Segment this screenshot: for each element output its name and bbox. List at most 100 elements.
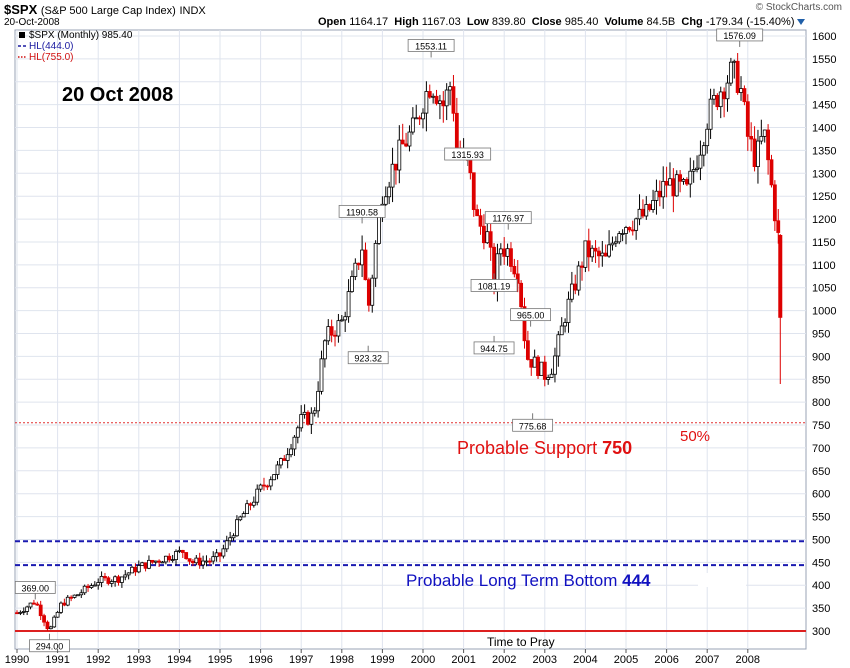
candle (553, 347, 557, 383)
candle-body-up (407, 131, 412, 147)
candle (590, 245, 595, 262)
candle-body-up (725, 82, 730, 100)
x-tick-label: 2008 (736, 654, 760, 666)
candle (119, 576, 124, 588)
y-tick-label: 1100 (812, 260, 836, 272)
candle-body-up (421, 112, 425, 120)
candle-body-down (515, 273, 520, 284)
y-tick-label: 650 (812, 466, 830, 478)
callout-label: 1081.19 (478, 281, 511, 291)
candle-body-up (668, 178, 672, 186)
high-label: High (394, 16, 419, 28)
candle (160, 560, 165, 564)
candle-body-up (309, 412, 314, 425)
candle-body-up (637, 208, 642, 220)
candle (370, 274, 375, 313)
candle-body-up (52, 616, 57, 628)
callout-label: 775.68 (519, 421, 547, 431)
callout-box (338, 204, 386, 218)
callout-label: 1576.09 (723, 31, 756, 41)
dropdown-arrow-icon[interactable] (797, 19, 805, 25)
callout-label: 1190.58 (346, 207, 378, 217)
candle-body-down (116, 576, 121, 583)
candle-body-down (580, 265, 584, 268)
candle-body-up (126, 572, 131, 576)
candle-body-down (434, 95, 439, 104)
candle-body-down (735, 60, 740, 93)
candle-body-down (42, 615, 46, 623)
candle-body-down (671, 178, 676, 197)
candle-body-up (258, 484, 263, 490)
candle (569, 271, 574, 303)
candle (336, 313, 341, 343)
candle (38, 600, 43, 620)
candle-body-up (28, 602, 33, 608)
candle (678, 170, 683, 193)
candle-body-down (529, 359, 534, 368)
candle-body-down (197, 557, 202, 566)
candle-body-down (742, 88, 747, 103)
candle-body-up (326, 326, 331, 342)
candle (299, 405, 304, 432)
candle-body-up (343, 316, 348, 321)
x-tick-label: 2000 (411, 654, 435, 666)
candle (512, 258, 517, 278)
candle-body-up (59, 602, 63, 613)
candle-body-up (705, 128, 710, 147)
callout-box (407, 39, 455, 52)
x-tick-label: 1999 (370, 654, 394, 666)
candle-body-down (519, 282, 524, 308)
pray-annotation: Time to Pray (487, 635, 555, 649)
x-tick-label: 1993 (127, 654, 151, 666)
candle (546, 374, 551, 385)
candle (306, 410, 310, 426)
candle-body-up (438, 100, 442, 104)
candle-body-up (431, 95, 436, 98)
candle-body-up (299, 414, 304, 429)
x-tick-label: 2002 (492, 654, 516, 666)
candle-body-up (661, 180, 666, 198)
candle-body-up (130, 566, 134, 574)
candles (15, 53, 783, 631)
x-tick-label: 2001 (451, 654, 475, 666)
y-tick-label: 500 (812, 534, 830, 546)
candle (329, 319, 334, 343)
candle (522, 297, 527, 349)
candle-body-up (235, 519, 239, 537)
candle (42, 613, 46, 627)
candle-body-up (96, 582, 101, 586)
candle (231, 533, 236, 541)
candle-body-down (157, 560, 162, 563)
candle (184, 552, 189, 560)
legend-entry: HL(444.0) (29, 41, 73, 52)
candle (742, 85, 747, 106)
candle-body-up (762, 129, 767, 137)
candle-body-up (566, 298, 571, 323)
candle (745, 94, 750, 151)
candle-body-up (231, 535, 236, 539)
candle (82, 584, 87, 596)
candle (566, 291, 571, 333)
bottom-text: Probable Long Term Bottom (406, 571, 617, 590)
candle (610, 236, 615, 251)
candle (89, 583, 94, 589)
candle (542, 355, 547, 387)
candle-body-up (712, 95, 716, 100)
x-tick-label: 2007 (695, 654, 719, 666)
candle-body-down (573, 283, 578, 291)
candle-body-up (302, 411, 307, 415)
candle-body-down (32, 602, 36, 605)
candle (390, 147, 395, 203)
candle (316, 381, 321, 418)
candle (563, 318, 567, 333)
candle-body-up (99, 575, 104, 583)
candle (258, 483, 263, 492)
candle-body-up (370, 277, 375, 306)
candle-body-up (289, 448, 293, 456)
candle (147, 555, 151, 570)
candle (451, 74, 456, 122)
chg-label: Chg (681, 16, 703, 28)
candle (397, 125, 402, 184)
callout: 965.00 (510, 308, 551, 327)
candle-body-down (752, 138, 757, 167)
